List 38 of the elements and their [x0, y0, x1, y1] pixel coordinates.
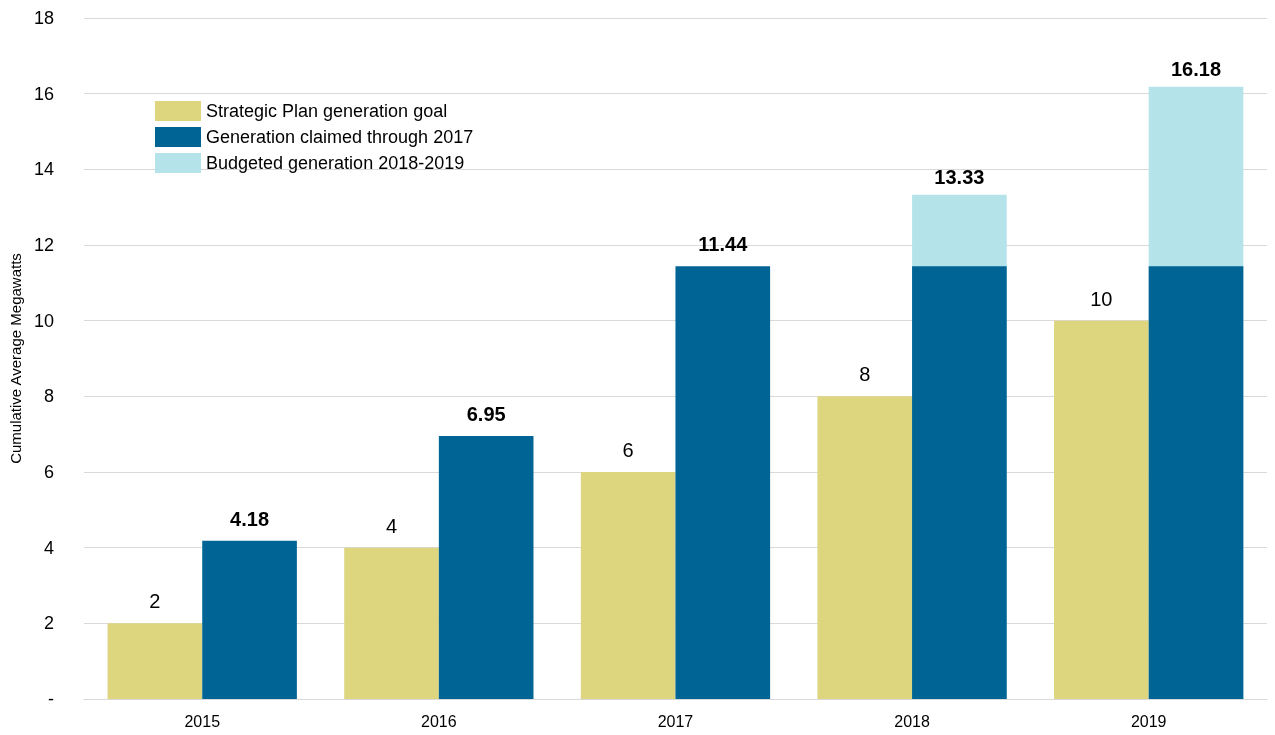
y-tick-label: -	[47, 689, 54, 709]
y-tick-label: 10	[33, 310, 54, 331]
data-label: 13.33	[934, 165, 985, 188]
y-tick-label: 6	[43, 462, 54, 482]
data-label: 11.44	[698, 233, 749, 256]
y-tick-label: 12	[33, 235, 54, 255]
y-tick-label: 14	[33, 159, 54, 180]
x-tick-label: 2019	[1130, 712, 1167, 730]
x-tick-label: 2017	[657, 712, 694, 730]
legend-label: Strategic Plan generation goal	[206, 101, 448, 121]
data-label: 4.18	[230, 507, 270, 530]
x-tick-label: 2016	[421, 712, 457, 730]
bar	[438, 436, 534, 699]
y-tick-label: 4	[43, 537, 54, 558]
x-tick-label: 2015	[184, 712, 221, 730]
data-label: 10	[1090, 287, 1113, 310]
y-tick-label: 16	[33, 83, 54, 104]
bar	[675, 266, 771, 699]
y-axis-title: Cumulative Average Megawatts	[7, 253, 24, 464]
data-label: 2	[149, 590, 161, 613]
y-tick-label: 2	[43, 613, 54, 634]
legend-label: Budgeted generation 2018-2019	[206, 153, 465, 173]
data-label: 8	[859, 363, 871, 386]
data-label: 6.95	[466, 403, 506, 426]
bar	[202, 540, 297, 699]
data-label: 6	[622, 439, 634, 461]
data-label: 16.18	[1170, 57, 1222, 80]
x-tick-label: 2018	[894, 712, 930, 730]
bar	[580, 472, 676, 699]
bar	[817, 396, 913, 699]
bar	[107, 623, 203, 699]
bar	[1054, 320, 1149, 699]
bar	[1148, 266, 1244, 699]
data-label: 4	[385, 514, 398, 537]
legend-label: Generation claimed through 2017	[206, 127, 474, 147]
bar	[344, 547, 439, 699]
y-tick-label: 18	[33, 8, 54, 28]
y-tick-label: 8	[43, 386, 54, 407]
